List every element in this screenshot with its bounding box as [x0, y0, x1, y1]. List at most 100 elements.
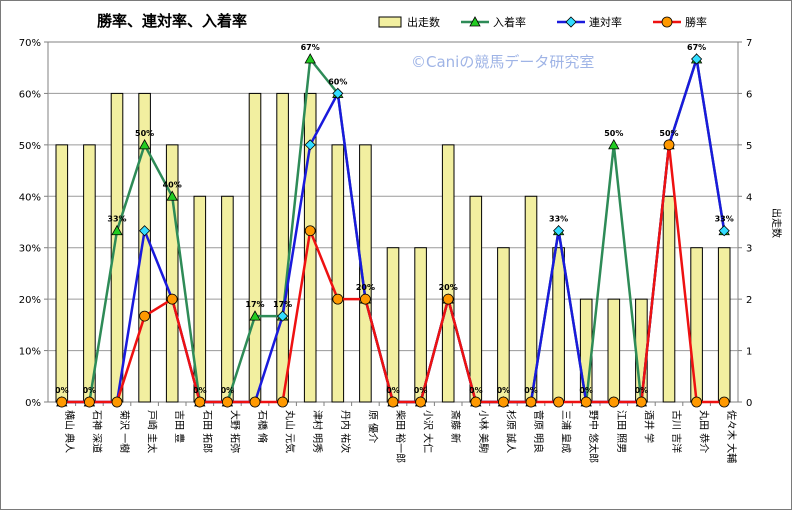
circle-marker [56, 396, 68, 408]
bar [55, 144, 69, 403]
y2-tick-label: 1 [746, 347, 752, 358]
data-label: 0% [193, 386, 207, 395]
y-tick-label: 40% [19, 192, 41, 203]
x-tick-label: 酒井 学 [642, 410, 655, 443]
y-tick-label: 20% [19, 295, 41, 306]
data-label: 33% [549, 215, 568, 224]
triangle-marker [138, 139, 151, 150]
y2-tick-label: 4 [746, 192, 752, 203]
data-label: 0% [635, 386, 649, 395]
y2-tick-label: 6 [746, 89, 752, 100]
watermark: ©Caniの競馬データ研究室 [411, 53, 594, 71]
circle-marker [691, 396, 702, 408]
data-label: 20% [356, 283, 375, 292]
legend-label: 連対率 [589, 15, 622, 29]
triangle-marker [304, 53, 316, 64]
x-tick-label: 斎藤 新 [449, 410, 462, 443]
y-tick-label: 60% [19, 89, 41, 100]
chart-title: 勝率、連対率、入着率 [97, 12, 247, 30]
x-tick-label: 野中 悠太郎 [587, 410, 600, 463]
data-label: 0% [414, 386, 428, 395]
circle-marker [221, 396, 233, 408]
x-tick-label: 小沢 大仁 [422, 410, 435, 453]
y2-tick-label: 3 [746, 244, 752, 255]
circle-marker [525, 396, 537, 408]
bar [441, 144, 455, 403]
circle-marker [139, 310, 151, 322]
x-tick-label: 吉田 豊 [173, 410, 186, 443]
data-label: 0% [524, 386, 538, 395]
diamond-marker [691, 53, 703, 65]
bar [165, 144, 179, 403]
data-label: 50% [659, 129, 678, 138]
bar [276, 92, 289, 403]
x-tick-label: 江田 照男 [615, 410, 627, 453]
y-tick-label: 30% [19, 244, 41, 255]
diamond-marker [718, 225, 730, 237]
circle-marker [661, 16, 673, 28]
circle-marker [636, 396, 647, 408]
data-label: 0% [83, 386, 97, 395]
data-label: 67% [301, 43, 320, 52]
bar [717, 247, 731, 403]
x-tick-label: 菅原 明良 [532, 410, 545, 453]
data-label: 50% [604, 129, 623, 138]
bar [497, 247, 510, 403]
data-label: 0% [386, 386, 400, 395]
circle-marker [497, 396, 509, 408]
circle-marker [470, 396, 482, 408]
x-tick-label: 原 優介 [366, 410, 379, 443]
data-label: 60% [328, 77, 347, 86]
x-tick-label: 古川 吉洋 [670, 410, 683, 453]
circle-marker [608, 396, 620, 408]
x-tick-label: 石神 深道 [90, 410, 103, 453]
legend-label: 勝率 [685, 15, 707, 29]
data-label: 33% [107, 215, 126, 224]
y2-tick-label: 5 [746, 141, 752, 152]
bar [607, 298, 621, 403]
circle-marker [166, 293, 178, 305]
y2-tick-label: 7 [746, 38, 752, 49]
data-label: 17% [273, 300, 292, 309]
diamond-marker [277, 310, 289, 322]
x-tick-label: 丸山 元気 [284, 410, 297, 453]
x-tick-label: 丸田 恭介 [698, 410, 711, 453]
x-tick-label: 小林 美駒 [477, 410, 490, 453]
triangle-marker [469, 16, 481, 27]
data-label: 40% [163, 180, 182, 189]
legend: 出走数 入着率 連対率 勝率 [378, 15, 707, 29]
data-label: 0% [55, 386, 69, 395]
triangle-marker [608, 139, 620, 150]
circle-marker [332, 293, 344, 305]
triangle-marker [166, 190, 178, 201]
bar [331, 144, 345, 403]
circle-marker [304, 225, 316, 237]
circle-marker [718, 396, 730, 408]
x-tick-label: 丹内 祐次 [339, 410, 352, 453]
diamond-marker [304, 139, 316, 151]
diamond-marker [553, 225, 565, 237]
circle-marker [84, 396, 95, 408]
legend-label: 入着率 [493, 15, 526, 29]
y-tick-label: 50% [19, 141, 41, 152]
circle-marker [277, 396, 289, 408]
x-tick-label: 大野 拓弥 [228, 410, 241, 453]
x-tick-label: 横山 典人 [63, 410, 76, 453]
data-label: 50% [135, 129, 154, 138]
triangle-marker [111, 224, 123, 236]
circle-marker [553, 396, 564, 408]
bar [469, 195, 483, 403]
data-label: 33% [715, 215, 734, 224]
x-tick-label: 柴田 裕一郎 [394, 410, 407, 463]
bar [662, 195, 676, 403]
y2-axis-label: 出走数 [770, 208, 783, 238]
data-label: 20% [439, 283, 458, 292]
x-tick-label: 津村 明秀 [311, 410, 324, 453]
data-label: 0% [221, 386, 235, 395]
y-tick-label: 10% [19, 347, 41, 358]
y2-tick-label: 0 [746, 398, 752, 409]
x-tick-label: 石田 拓郎 [201, 410, 214, 453]
legend-swatch [378, 16, 402, 28]
